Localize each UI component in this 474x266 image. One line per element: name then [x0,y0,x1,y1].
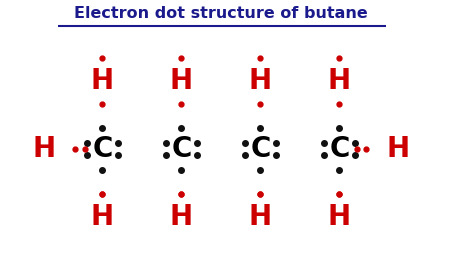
Text: H: H [91,67,114,95]
Text: C: C [250,135,271,163]
Text: C: C [329,135,350,163]
Text: H: H [249,203,272,231]
Text: H: H [32,135,55,163]
Text: H: H [91,203,114,231]
Text: C: C [171,135,191,163]
Text: H: H [386,135,410,163]
Text: C: C [92,135,112,163]
Text: H: H [249,67,272,95]
Text: H: H [170,203,193,231]
Text: H: H [328,203,351,231]
Text: Electron dot structure of butane: Electron dot structure of butane [74,6,368,21]
Text: H: H [328,67,351,95]
Text: H: H [170,67,193,95]
